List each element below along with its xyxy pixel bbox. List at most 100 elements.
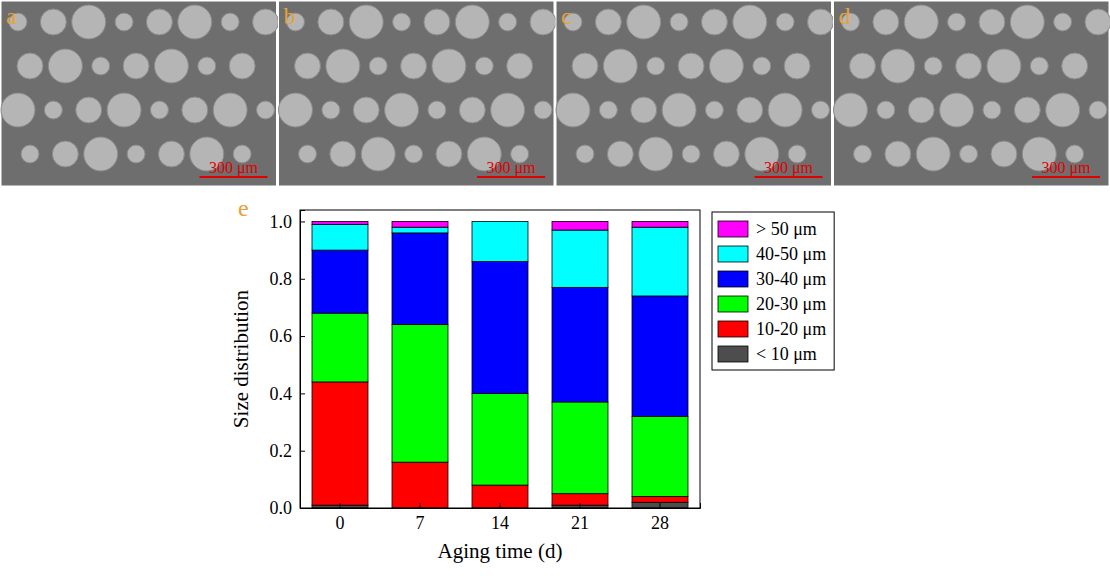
panel-label: c [561, 3, 572, 29]
sphere [92, 57, 110, 75]
sphere [885, 141, 911, 167]
legend-label: < 10 μm [756, 344, 817, 364]
sphere [1030, 57, 1048, 75]
sphere [1, 93, 35, 127]
sphere [229, 53, 255, 79]
sphere [491, 93, 525, 127]
plot-frame [300, 210, 700, 508]
sphere [72, 5, 106, 39]
scale-bar-label: 300 μm [209, 159, 259, 177]
sphere [1046, 93, 1080, 127]
sphere [784, 53, 810, 79]
scale-bar [200, 176, 268, 178]
sphere [834, 93, 868, 127]
bar [632, 416, 688, 496]
y-tick: 0.0 [270, 498, 306, 518]
scale-bar [477, 176, 545, 178]
image-panel: c 300 μm [556, 1, 834, 186]
sphere [326, 49, 360, 83]
sphere [459, 97, 485, 123]
sphere [940, 93, 974, 127]
sphere [713, 141, 739, 167]
sphere [428, 101, 446, 119]
y-tick-mark [300, 393, 305, 394]
scale-bar-label: 300 μm [764, 159, 814, 177]
bar [632, 296, 688, 416]
legend-box [712, 212, 834, 370]
legend-swatch [718, 246, 748, 262]
sphere [682, 145, 700, 163]
bars [312, 221, 688, 508]
sphere [1014, 97, 1040, 123]
sphere [40, 9, 66, 35]
bar [312, 250, 368, 313]
bar [392, 233, 448, 325]
sphere [854, 145, 872, 163]
x-tick-mark [420, 503, 421, 508]
sphere [576, 145, 594, 163]
sphere [873, 9, 899, 35]
sphere [455, 5, 489, 39]
sphere [507, 53, 533, 79]
bar [632, 502, 688, 508]
sphere [76, 97, 102, 123]
panel-label: e [238, 195, 249, 221]
sphere [530, 9, 556, 35]
sphere [48, 49, 82, 83]
sphere [115, 13, 133, 31]
sphere [405, 145, 423, 163]
bar [472, 221, 528, 261]
x-tick: 28 [651, 503, 669, 533]
panel-label: a [6, 3, 17, 29]
x-axis-line [301, 503, 701, 509]
sphere [44, 101, 62, 119]
sphere [279, 93, 313, 127]
sphere [127, 145, 145, 163]
legend-swatch [718, 296, 748, 312]
sphere [393, 13, 411, 31]
legend-swatch [718, 321, 748, 337]
legend-swatch [718, 346, 748, 362]
sphere [916, 137, 950, 171]
y-tick-label: 0.0 [270, 498, 293, 518]
image-panel: b300 μm [279, 1, 557, 186]
scale-bar-label: 300 μm [1041, 159, 1091, 177]
sphere [221, 13, 239, 31]
micrograph [556, 1, 832, 186]
y-axis-line [301, 211, 306, 509]
bar [312, 224, 368, 250]
legend-label: 10-20 μm [756, 319, 826, 339]
sphere [904, 5, 938, 39]
legend-swatch [718, 221, 748, 237]
y-tick: 0.4 [270, 384, 306, 404]
sphere [299, 145, 317, 163]
sphere [154, 49, 188, 83]
sphere [257, 101, 275, 119]
sphere [662, 93, 696, 127]
sphere [924, 57, 942, 75]
legend-label: 40-50 μm [756, 244, 826, 264]
sphere [701, 9, 727, 35]
y-axis: 0.00.20.40.60.81.0 [270, 211, 306, 519]
sphere [1089, 101, 1107, 119]
sphere [627, 5, 661, 39]
sphere [705, 101, 723, 119]
sphere [595, 9, 621, 35]
y-tick-label: 0.8 [270, 269, 293, 289]
sphere [753, 57, 771, 75]
sphere [401, 53, 427, 79]
sphere [639, 137, 673, 171]
sphere [733, 5, 767, 39]
sphere [123, 53, 149, 79]
bar [472, 485, 528, 508]
sphere [1085, 9, 1110, 35]
sphere [1062, 53, 1088, 79]
sphere [572, 53, 598, 79]
scale-bar [755, 176, 823, 178]
legend-swatch [718, 271, 748, 287]
bar [552, 287, 608, 402]
bar [472, 262, 528, 394]
sphere [21, 145, 39, 163]
image-panel: a 300 μm [1, 1, 279, 186]
sphere [318, 9, 344, 35]
